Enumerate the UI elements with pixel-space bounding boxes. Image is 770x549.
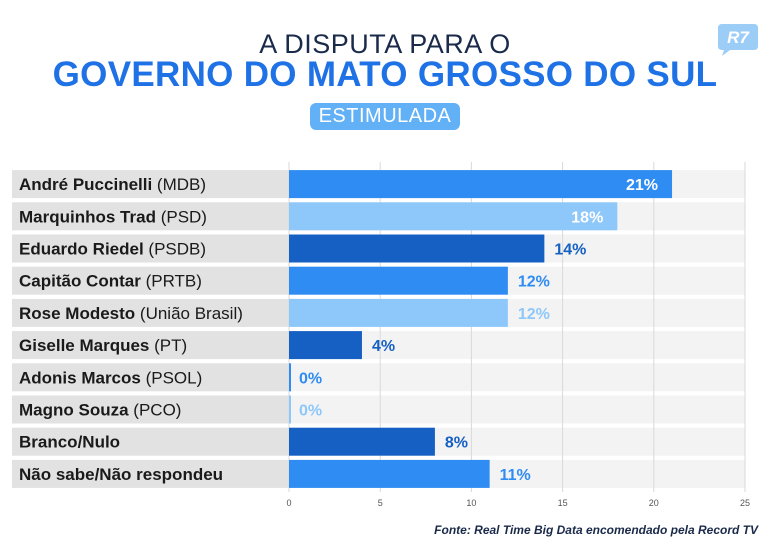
category-label: Eduardo Riedel (PSDB) [19,240,206,259]
row-label-bg [12,298,289,327]
category-label: Branco/Nulo [19,433,120,452]
row-label-bg [12,170,289,199]
bar [289,234,545,263]
row-label-bg [12,427,289,456]
category-label: Marquinhos Trad (PSD) [19,207,207,226]
category-label: Capitão Contar (PRTB) [19,272,202,291]
category-label: Adonis Marcos (PSOL) [19,368,202,387]
row-label-bg [12,363,289,392]
data-label: 11% [500,467,531,484]
data-label: 0% [299,403,322,420]
bar [289,202,618,231]
data-label: 8% [445,435,468,452]
x-tick-label: 0 [286,498,291,508]
row-label-bg [12,459,289,488]
logo-text: R7 [727,28,750,47]
page-title: GOVERNO DO MATO GROSSO DO SUL [52,55,718,94]
data-label: 18% [571,209,603,226]
row-label-bg [12,202,289,231]
bar [289,427,435,456]
bar [289,298,508,327]
x-tick-label: 10 [466,498,476,508]
data-label: 12% [518,306,550,323]
bar [289,459,490,488]
data-label: 21% [626,177,658,194]
x-tick-label: 20 [649,498,659,508]
subtitle-container: ESTIMULADA [0,103,770,130]
data-label: 12% [518,274,550,291]
row-label-bg [12,234,289,263]
x-tick-label: 15 [558,498,568,508]
bar [289,363,291,392]
x-tick-label: 25 [740,498,750,508]
bar [289,395,291,424]
row-plot-bg [289,395,745,424]
row-plot-bg [289,363,745,392]
category-label: Magno Souza (PCO) [19,401,181,420]
category-label: Rose Modesto (União Brasil) [19,304,243,323]
x-tick-label: 5 [378,498,383,508]
row-label-bg [12,331,289,360]
category-label: Giselle Marques (PT) [19,336,187,355]
row-plot-bg [289,331,745,360]
bar [289,170,673,199]
title-top: A DISPUTA PARA O [259,29,511,59]
subtitle-badge: ESTIMULADA [309,103,461,130]
data-label: 4% [372,338,395,355]
row-label-bg [12,395,289,424]
data-label: 0% [299,370,322,387]
category-label: André Puccinelli (MDB) [19,175,206,194]
source-note: Fonte: Real Time Big Data encomendado pe… [434,523,758,537]
r7-logo: R7 [718,24,758,56]
bar [289,331,362,360]
data-label: 14% [554,242,586,259]
row-label-bg [12,266,289,295]
bar [289,266,508,295]
category-label: Não sabe/Não respondeu [19,465,223,484]
